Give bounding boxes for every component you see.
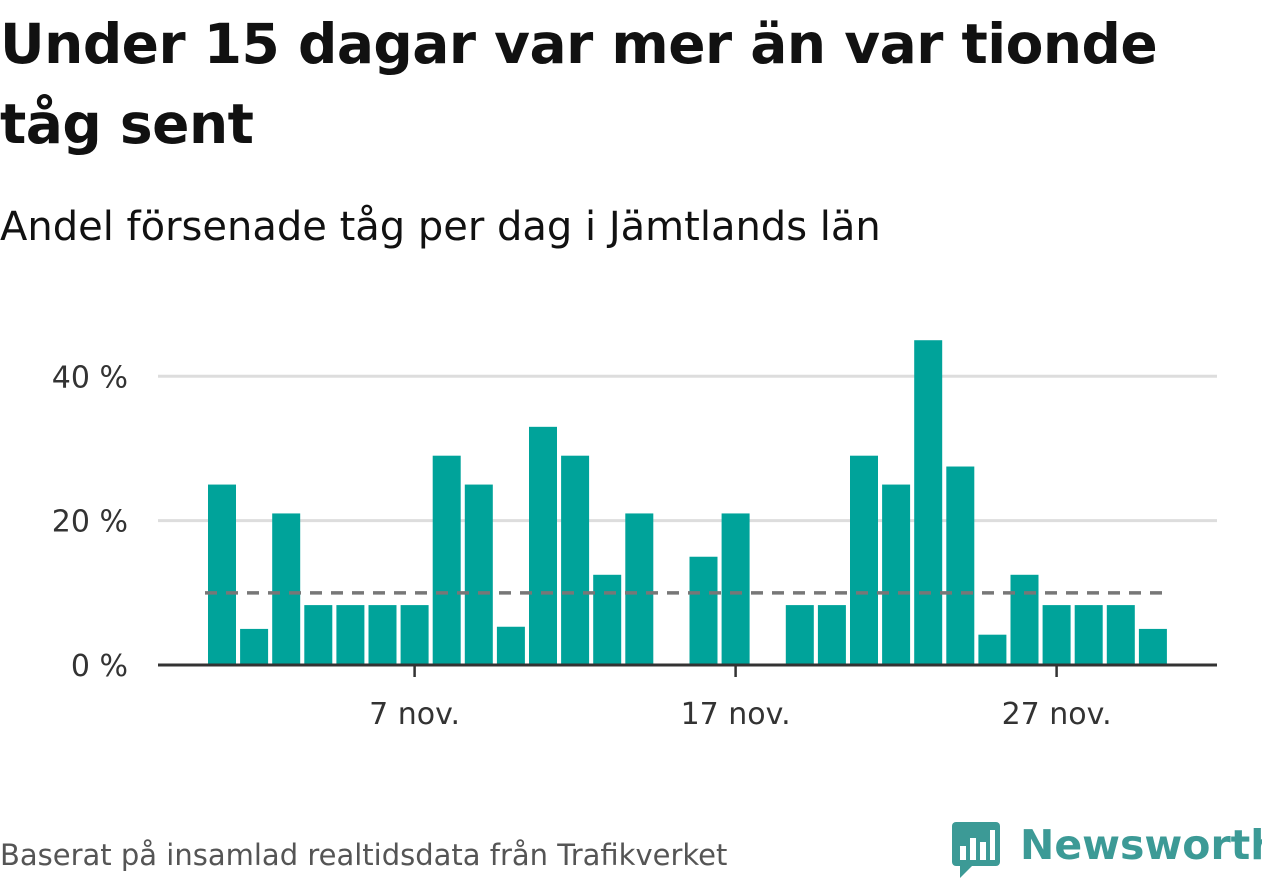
source-note: Baserat på insamlad realtidsdata från Tr…: [0, 838, 728, 872]
bar: [368, 605, 397, 665]
bar: [304, 605, 333, 665]
bars: [208, 340, 1167, 665]
bar: [496, 626, 525, 665]
bar: [914, 340, 943, 665]
x-tick-label: 17 nov.: [681, 697, 791, 732]
bar: [336, 605, 365, 665]
bar: [1074, 605, 1103, 665]
bar: [689, 556, 718, 665]
bar: [432, 455, 461, 665]
newsworthy-chat-bars-icon: [952, 822, 1000, 878]
bar: [272, 513, 301, 665]
bar: [1042, 605, 1071, 665]
bar: [208, 484, 236, 665]
bar: [593, 574, 622, 665]
bar: [850, 455, 878, 665]
bar: [400, 605, 429, 665]
bar: [1138, 628, 1167, 665]
bar: [785, 605, 814, 665]
bar: [946, 466, 975, 665]
bar: [625, 513, 654, 665]
brand-name: Newsworthy: [1020, 821, 1262, 869]
gridlines: [158, 374, 1217, 523]
y-tick-label: 20 %: [52, 505, 128, 540]
y-tick-label: 40 %: [52, 360, 128, 395]
chart-title: Under 15 dagar var mer än var tionde tåg…: [0, 12, 1158, 156]
bar: [1106, 605, 1135, 665]
axes: 0 % 20 % 40 % 7 nov. 17 nov. 27 nov.: [52, 360, 1217, 732]
chart-subtitle: Andel försenade tåg per dag i Jämtlands …: [0, 204, 881, 250]
bar: [240, 628, 269, 665]
x-tick-label: 7 nov.: [369, 697, 460, 732]
bar: [817, 605, 846, 665]
bar: [1010, 574, 1039, 665]
bar: [882, 484, 911, 665]
bar: [464, 484, 493, 665]
bar-chart: 0 % 20 % 40 % 7 nov. 17 nov. 27 nov.: [52, 340, 1217, 732]
newsworthy-logo: Newsworthy: [950, 820, 1262, 878]
bar: [561, 455, 590, 665]
x-tick-label: 27 nov.: [1002, 697, 1112, 732]
bar: [978, 634, 1007, 665]
y-tick-label: 0 %: [71, 649, 128, 684]
bar: [721, 513, 750, 665]
bar: [529, 426, 557, 665]
